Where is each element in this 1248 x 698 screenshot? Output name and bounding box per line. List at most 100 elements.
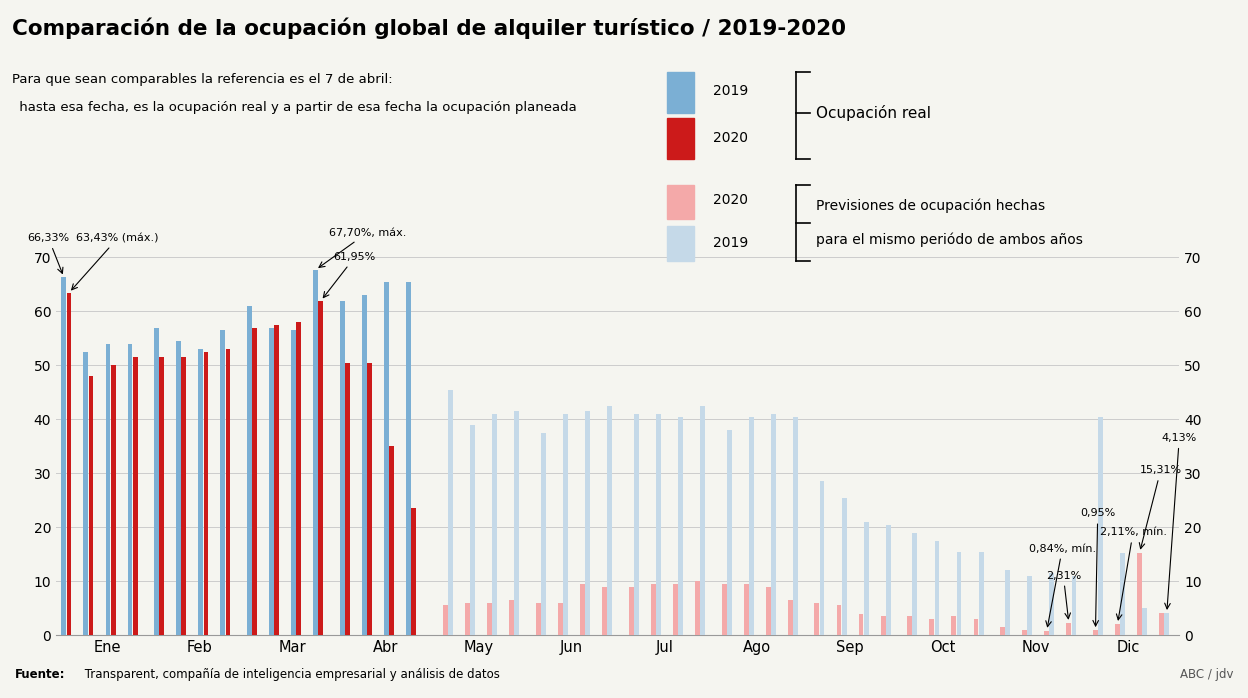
Bar	[492, 414, 497, 635]
Text: 2,11%, mín.: 2,11%, mín.	[1099, 527, 1167, 620]
Text: 2,31%: 2,31%	[1046, 570, 1081, 618]
Bar	[886, 524, 891, 635]
Bar	[864, 522, 869, 635]
Bar	[841, 498, 846, 635]
Bar	[155, 327, 160, 635]
Bar	[1045, 631, 1050, 635]
Bar	[384, 281, 389, 635]
Bar	[362, 295, 367, 635]
Bar	[203, 352, 208, 635]
Text: 67,70%, máx.: 67,70%, máx.	[319, 228, 406, 267]
Bar	[792, 417, 797, 635]
Bar	[89, 376, 94, 635]
Bar	[291, 330, 296, 635]
Bar	[912, 533, 917, 635]
Bar	[585, 411, 590, 635]
Bar	[318, 301, 323, 635]
Text: 2020: 2020	[713, 131, 748, 144]
Bar	[339, 301, 344, 635]
Bar	[275, 325, 280, 635]
Bar	[160, 357, 165, 635]
Bar	[1066, 623, 1071, 635]
Bar	[514, 411, 519, 635]
Bar	[820, 482, 825, 635]
Bar	[448, 389, 453, 635]
Bar	[673, 584, 678, 635]
Bar	[666, 185, 694, 219]
Bar	[1027, 576, 1032, 635]
Bar	[666, 118, 694, 159]
Bar	[602, 586, 607, 635]
Bar	[176, 341, 181, 635]
Text: 61,95%: 61,95%	[323, 252, 376, 297]
Bar	[226, 349, 231, 635]
Bar	[247, 306, 252, 635]
Text: ABC / jdv: ABC / jdv	[1179, 667, 1233, 681]
Bar	[84, 352, 89, 635]
Bar	[389, 446, 394, 635]
Bar	[634, 414, 639, 635]
Bar	[666, 226, 694, 261]
Bar	[1121, 553, 1126, 635]
Bar	[881, 616, 886, 635]
Text: 63,43% (máx.): 63,43% (máx.)	[71, 233, 158, 290]
Bar	[66, 292, 71, 635]
Bar	[563, 414, 568, 635]
Bar	[1116, 624, 1119, 635]
Bar	[1000, 627, 1005, 635]
Bar	[836, 605, 841, 635]
Bar	[907, 616, 912, 635]
Text: 2020: 2020	[713, 193, 748, 207]
Bar	[859, 614, 864, 635]
Bar	[629, 586, 634, 635]
Bar	[1072, 576, 1076, 635]
Text: 15,31%: 15,31%	[1139, 466, 1182, 549]
Bar	[412, 508, 416, 635]
Bar	[106, 343, 110, 635]
Bar	[726, 430, 731, 635]
Text: Para que sean comparables la referencia es el 7 de abril:: Para que sean comparables la referencia …	[12, 73, 393, 87]
Bar	[678, 417, 683, 635]
Bar	[535, 603, 540, 635]
Text: Transparent, compañía de inteligencia empresarial y análisis de datos: Transparent, compañía de inteligencia em…	[81, 667, 500, 681]
Bar	[313, 269, 318, 635]
Bar	[346, 362, 349, 635]
Bar	[608, 406, 612, 635]
Bar	[1093, 630, 1098, 635]
Bar	[666, 72, 694, 113]
Bar	[957, 551, 961, 635]
Bar	[198, 349, 203, 635]
Text: 66,33%: 66,33%	[27, 233, 70, 274]
Text: 4,13%: 4,13%	[1162, 433, 1197, 609]
Bar	[406, 281, 411, 635]
Text: Previsiones de ocupación hechas: Previsiones de ocupación hechas	[816, 198, 1045, 213]
Bar	[270, 327, 275, 635]
Text: 2019: 2019	[713, 84, 748, 98]
Bar	[651, 584, 655, 635]
Bar	[221, 330, 226, 635]
Bar	[1142, 608, 1147, 635]
Bar	[1098, 417, 1103, 635]
Bar	[771, 414, 776, 635]
Bar	[700, 406, 705, 635]
Text: Comparación de la ocupación global de alquiler turístico / 2019-2020: Comparación de la ocupación global de al…	[12, 17, 846, 39]
Bar	[470, 424, 475, 635]
Bar	[973, 619, 978, 635]
Bar	[815, 603, 820, 635]
Text: para el mismo periódo de ambos años: para el mismo periódo de ambos años	[816, 233, 1083, 247]
Bar	[367, 362, 372, 635]
Bar	[744, 584, 749, 635]
Bar	[580, 584, 585, 635]
Bar	[935, 541, 940, 635]
Bar	[252, 327, 257, 635]
Bar	[1159, 613, 1164, 635]
Bar	[695, 581, 700, 635]
Bar	[61, 277, 66, 635]
Bar	[1164, 613, 1169, 635]
Bar	[656, 414, 661, 635]
Bar	[296, 322, 301, 635]
Bar	[542, 433, 545, 635]
Bar	[1006, 570, 1010, 635]
Bar	[487, 603, 492, 635]
Bar	[951, 616, 956, 635]
